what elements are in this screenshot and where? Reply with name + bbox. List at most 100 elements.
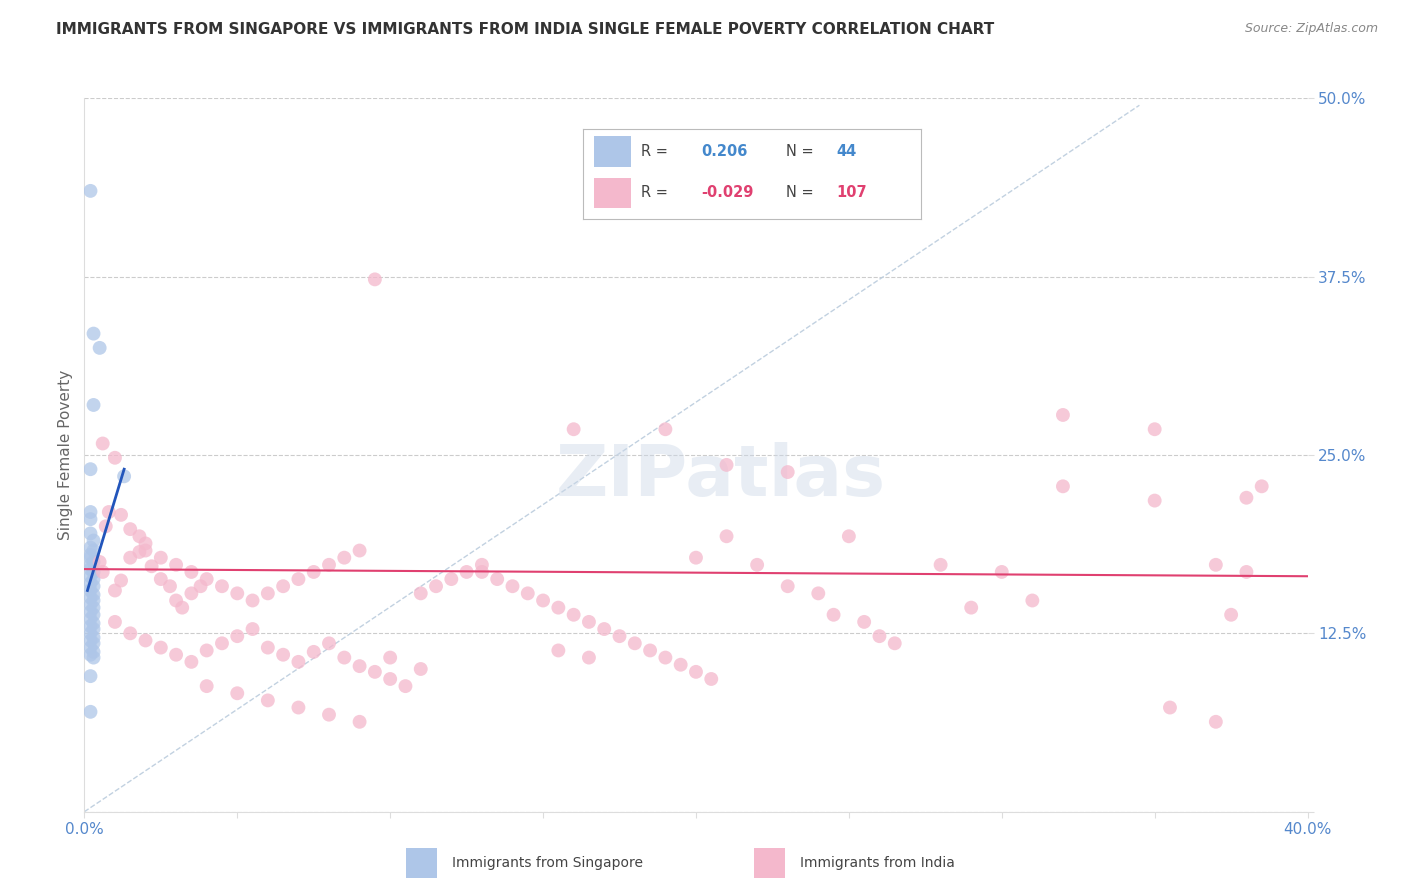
Point	[79, 640, 101, 655]
Point	[242, 622, 264, 636]
Point	[271, 648, 294, 662]
FancyBboxPatch shape	[593, 136, 631, 167]
Point	[1143, 422, 1166, 436]
Point	[349, 543, 371, 558]
Point	[394, 679, 416, 693]
Point	[1250, 479, 1272, 493]
Point	[120, 550, 142, 565]
Point	[578, 650, 600, 665]
Point	[104, 615, 127, 629]
Point	[79, 598, 101, 612]
Point	[287, 700, 309, 714]
Point	[333, 650, 356, 665]
Y-axis label: Single Female Poverty: Single Female Poverty	[58, 370, 73, 540]
Point	[190, 579, 212, 593]
Point	[120, 522, 142, 536]
Text: N =: N =	[786, 186, 814, 200]
Point	[97, 505, 120, 519]
Point	[79, 184, 101, 198]
Point	[700, 672, 723, 686]
Point	[609, 629, 631, 643]
Point	[83, 533, 105, 548]
Point	[1052, 479, 1074, 493]
Point	[593, 622, 616, 636]
Point	[747, 558, 769, 572]
Point	[83, 588, 105, 602]
Point	[110, 574, 132, 588]
Point	[83, 631, 105, 645]
Point	[1205, 714, 1227, 729]
Point	[135, 536, 157, 550]
Point	[562, 607, 585, 622]
Point	[349, 659, 371, 673]
Point	[83, 622, 105, 636]
Point	[83, 555, 105, 569]
Point	[364, 272, 387, 286]
Point	[141, 559, 163, 574]
Point	[364, 665, 387, 679]
Point	[79, 512, 101, 526]
Point	[195, 643, 218, 657]
Point	[89, 341, 111, 355]
Point	[79, 619, 101, 633]
Point	[869, 629, 891, 643]
Point	[79, 558, 101, 572]
Point	[226, 629, 249, 643]
Point	[486, 572, 509, 586]
Point	[79, 705, 101, 719]
Point	[991, 565, 1014, 579]
Point	[104, 450, 127, 465]
Point	[79, 633, 101, 648]
Point	[128, 545, 150, 559]
Point	[112, 469, 135, 483]
Text: Immigrants from Singapore: Immigrants from Singapore	[453, 856, 643, 870]
Point	[838, 529, 860, 543]
Point	[578, 615, 600, 629]
Point	[165, 558, 187, 572]
Bar	[405, 848, 436, 878]
Point	[257, 693, 280, 707]
Point	[180, 565, 202, 579]
Point	[79, 591, 101, 605]
Text: 0.206: 0.206	[702, 145, 748, 159]
Point	[302, 565, 325, 579]
Point	[302, 645, 325, 659]
Text: 44: 44	[837, 145, 856, 159]
Point	[1234, 491, 1257, 505]
Point	[79, 605, 101, 619]
Point	[685, 550, 707, 565]
Point	[135, 633, 157, 648]
Point	[165, 593, 187, 607]
Point	[83, 600, 105, 615]
Point	[349, 714, 371, 729]
Point	[83, 607, 105, 622]
Point	[104, 583, 127, 598]
Point	[83, 565, 105, 579]
Point	[79, 462, 101, 476]
Point	[149, 550, 172, 565]
Point	[79, 576, 101, 591]
Point	[547, 643, 569, 657]
Point	[211, 636, 233, 650]
Text: Source: ZipAtlas.com: Source: ZipAtlas.com	[1244, 22, 1378, 36]
Point	[669, 657, 692, 672]
Point	[83, 593, 105, 607]
Point	[83, 398, 105, 412]
Point	[380, 650, 402, 665]
Point	[456, 565, 478, 579]
Point	[83, 616, 105, 631]
Point	[79, 541, 101, 555]
Point	[1234, 565, 1257, 579]
Point	[716, 458, 738, 472]
Point	[79, 548, 101, 562]
Text: IMMIGRANTS FROM SINGAPORE VS IMMIGRANTS FROM INDIA SINGLE FEMALE POVERTY CORRELA: IMMIGRANTS FROM SINGAPORE VS IMMIGRANTS …	[56, 22, 994, 37]
Point	[79, 669, 101, 683]
Point	[562, 422, 585, 436]
Point	[128, 529, 150, 543]
Point	[1021, 593, 1043, 607]
Point	[318, 707, 340, 722]
Text: -0.029: -0.029	[702, 186, 754, 200]
Point	[83, 579, 105, 593]
Point	[89, 555, 111, 569]
Point	[333, 550, 356, 565]
